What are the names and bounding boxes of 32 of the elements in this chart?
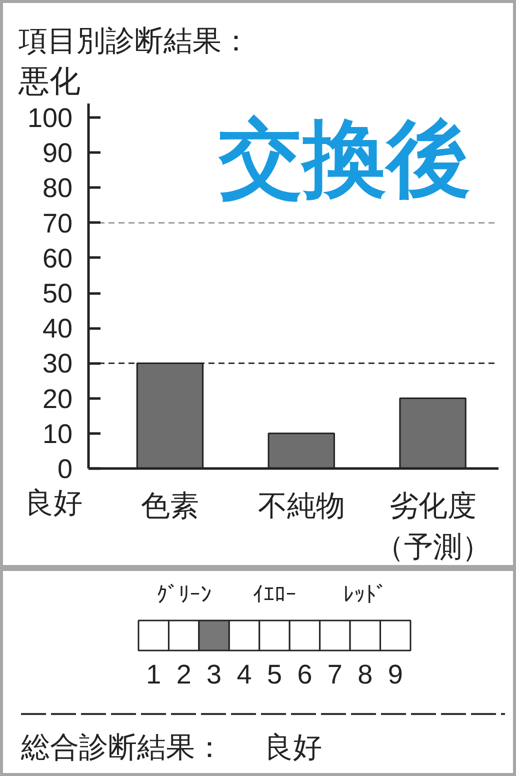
- y-tick-label: 70: [42, 208, 73, 238]
- text: ｲｴﾛｰ: [252, 583, 296, 608]
- y-tick-label: 80: [42, 173, 73, 204]
- text: ﾚｯﾄﾞ: [343, 583, 388, 608]
- y-tick-label: 50: [42, 278, 73, 309]
- x-tick-label: 7: [327, 660, 342, 690]
- y-tick-label: 10: [42, 418, 73, 449]
- x-tick-label: 5: [266, 660, 282, 690]
- x-tick-label: 1: [146, 660, 162, 690]
- text: 総合診断結果：: [21, 730, 224, 764]
- y-tick-label: 60: [42, 243, 73, 274]
- y-tick-label: 0: [57, 454, 73, 484]
- x-tick-label: 9: [388, 660, 403, 690]
- y-tick-label: 40: [42, 314, 73, 344]
- y-tick-label: 100: [27, 103, 73, 134]
- y-tick-label: 20: [42, 384, 73, 414]
- y-tick-label: 90: [42, 138, 73, 168]
- x-tick-label: 8: [358, 660, 373, 690]
- x-tick-label: 不純物: [258, 488, 345, 522]
- annotation: 交換後: [218, 110, 470, 208]
- x-tick-label: 6: [297, 660, 312, 690]
- y-axis-title: 悪化: [18, 64, 80, 100]
- x-tick-label: 3: [206, 660, 222, 690]
- y-tick-label: 30: [42, 348, 73, 379]
- text: 良好: [264, 730, 322, 764]
- text: 良好: [24, 486, 82, 520]
- chart-title: 項目別診断結果：: [18, 24, 250, 58]
- x-tick-label: 4: [236, 660, 252, 690]
- x-tick-label: 2: [176, 660, 192, 690]
- x-tick-label: 色素: [140, 488, 199, 522]
- x-tick-label: 劣化度（予測）: [374, 488, 491, 564]
- text: ｸﾞﾘｰﾝ: [156, 583, 212, 608]
